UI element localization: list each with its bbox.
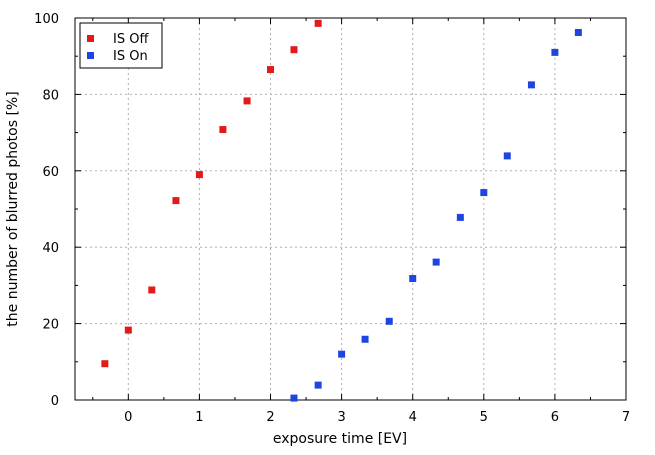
data-point-is-on: [338, 350, 346, 358]
y-tick-label: 60: [42, 165, 59, 180]
data-point-is-off: [195, 171, 203, 179]
y-tick-label: 80: [42, 88, 59, 103]
x-tick-label: 3: [337, 410, 345, 425]
legend: IS Off IS On: [79, 22, 163, 69]
data-point-is-on: [574, 29, 582, 37]
data-point-is-on: [551, 48, 559, 56]
legend-label-is-on: IS On: [113, 49, 148, 64]
x-axis-label: exposure time [EV]: [273, 431, 407, 447]
data-point-is-on: [385, 317, 393, 325]
x-tick-label: 1: [195, 410, 203, 425]
data-point-is-off: [172, 197, 180, 205]
data-point-is-off: [314, 19, 322, 27]
data-point-is-off: [101, 360, 109, 368]
y-axis-label: the number of blurred photos [%]: [5, 91, 21, 326]
legend-marker-is-on: [87, 52, 94, 59]
legend-marker-is-off: [87, 35, 94, 42]
legend-box: [79, 22, 163, 69]
data-point-is-on: [432, 258, 440, 266]
grid-lines: [75, 18, 626, 400]
data-point-is-on: [456, 213, 464, 221]
data-point-is-off: [219, 126, 227, 134]
data-point-is-off: [267, 66, 275, 74]
data-point-is-on: [361, 335, 369, 343]
x-tick-label: 6: [551, 410, 559, 425]
data-point-is-on: [480, 189, 488, 197]
data-points: [101, 19, 582, 402]
y-tick-label: 100: [34, 12, 59, 27]
data-point-is-off: [124, 326, 132, 334]
axis-ticks: 0 1 2 3 4 5 6 7 0 20 40 60 80 100: [34, 12, 630, 425]
x-tick-label: 4: [409, 410, 417, 425]
x-tick-label: 2: [266, 410, 274, 425]
x-tick-label: 5: [480, 410, 488, 425]
legend-label-is-off: IS Off: [113, 32, 149, 47]
plot-frame: [74, 17, 627, 401]
x-tick-label: 7: [622, 410, 630, 425]
data-point-is-on: [503, 152, 511, 160]
x-tick-label: 0: [124, 410, 132, 425]
y-tick-label: 20: [42, 318, 59, 333]
data-point-is-off: [148, 286, 156, 294]
y-tick-label: 40: [42, 241, 59, 256]
data-point-is-on: [409, 275, 417, 283]
data-point-is-on: [527, 81, 535, 89]
y-tick-label: 0: [51, 394, 59, 409]
data-point-is-on: [314, 381, 322, 389]
data-point-is-off: [243, 97, 251, 105]
data-point-is-on: [290, 394, 298, 402]
data-point-is-off: [290, 46, 298, 54]
